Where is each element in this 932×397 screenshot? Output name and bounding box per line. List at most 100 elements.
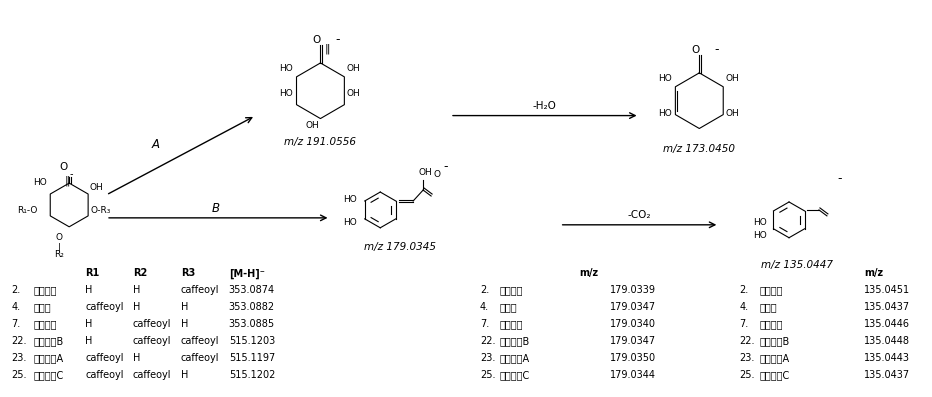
Text: 2.: 2. — [480, 285, 489, 295]
Text: 2.: 2. — [11, 285, 21, 295]
Text: m/z 179.0345: m/z 179.0345 — [364, 242, 436, 252]
Text: HO: HO — [753, 231, 767, 240]
Text: R₂: R₂ — [54, 250, 64, 258]
Text: 25.: 25. — [480, 370, 496, 380]
Text: 异绻原酸A: 异绻原酸A — [760, 353, 789, 363]
Text: caffeoyl: caffeoyl — [85, 302, 124, 312]
Text: 陰绻原酸: 陰绻原酸 — [500, 319, 524, 329]
Text: m/z: m/z — [580, 268, 598, 278]
Text: 179.0344: 179.0344 — [610, 370, 655, 380]
Text: H: H — [85, 285, 92, 295]
Text: -: - — [336, 33, 340, 46]
Text: 异绻原酸C: 异绻原酸C — [34, 370, 63, 380]
Text: A: A — [152, 138, 160, 151]
Text: HO: HO — [753, 218, 767, 227]
Text: O: O — [433, 170, 440, 179]
Text: HO: HO — [344, 218, 357, 227]
Text: caffeoyl: caffeoyl — [133, 370, 171, 380]
Text: 异绻原酸B: 异绻原酸B — [500, 336, 530, 346]
Text: OH: OH — [306, 121, 320, 131]
Text: B: B — [212, 202, 220, 215]
Text: m/z 173.0450: m/z 173.0450 — [664, 145, 735, 154]
Text: 异绻原酸B: 异绻原酸B — [34, 336, 63, 346]
Text: 22.: 22. — [11, 336, 27, 346]
Text: 179.0340: 179.0340 — [610, 319, 655, 329]
Text: OH: OH — [418, 168, 432, 177]
Text: 515.1202: 515.1202 — [228, 370, 275, 380]
Text: caffeoyl: caffeoyl — [133, 336, 171, 346]
Text: 新绻原酸: 新绻原酸 — [760, 285, 783, 295]
Text: 异绻原酸B: 异绻原酸B — [760, 336, 789, 346]
Text: caffeoyl: caffeoyl — [181, 285, 219, 295]
Text: H: H — [181, 302, 188, 312]
Text: O: O — [312, 35, 321, 45]
Text: 7.: 7. — [11, 319, 21, 329]
Text: 179.0339: 179.0339 — [610, 285, 655, 295]
Text: -: - — [69, 169, 73, 179]
Text: 4.: 4. — [11, 302, 21, 312]
Text: -H₂O: -H₂O — [533, 100, 556, 111]
Text: HO: HO — [344, 195, 357, 204]
Text: -: - — [837, 172, 842, 185]
Text: 绻原酸: 绻原酸 — [760, 302, 776, 312]
Text: 135.0448: 135.0448 — [864, 336, 910, 346]
Text: 25.: 25. — [739, 370, 755, 380]
Text: 179.0347: 179.0347 — [610, 336, 656, 346]
Text: O: O — [56, 233, 62, 242]
Text: HO: HO — [279, 64, 293, 73]
Text: R2: R2 — [133, 268, 147, 278]
Text: O: O — [59, 162, 67, 172]
Text: 22.: 22. — [739, 336, 755, 346]
Text: |: | — [58, 243, 61, 252]
Text: 23.: 23. — [739, 353, 755, 363]
Text: 353.0882: 353.0882 — [228, 302, 275, 312]
Text: R3: R3 — [181, 268, 195, 278]
Text: m/z 135.0447: m/z 135.0447 — [761, 260, 833, 270]
Text: HO: HO — [658, 109, 671, 118]
Text: 4.: 4. — [739, 302, 748, 312]
Text: caffeoyl: caffeoyl — [85, 353, 124, 363]
Text: 新绻原酸: 新绻原酸 — [500, 285, 524, 295]
Text: 异绻原酸A: 异绻原酸A — [34, 353, 63, 363]
Text: 23.: 23. — [480, 353, 495, 363]
Text: 异绻原酸C: 异绻原酸C — [500, 370, 530, 380]
Text: 353.0874: 353.0874 — [228, 285, 275, 295]
Text: 陰绻原酸: 陰绻原酸 — [760, 319, 783, 329]
Text: OH: OH — [89, 183, 103, 192]
Text: 135.0446: 135.0446 — [864, 319, 910, 329]
Text: 135.0451: 135.0451 — [864, 285, 910, 295]
Text: 新绻原酸: 新绻原酸 — [34, 285, 57, 295]
Text: 179.0347: 179.0347 — [610, 302, 656, 312]
Text: 179.0350: 179.0350 — [610, 353, 656, 363]
Text: 135.0443: 135.0443 — [864, 353, 910, 363]
Text: m/z: m/z — [864, 268, 883, 278]
Text: 22.: 22. — [480, 336, 496, 346]
Text: 2.: 2. — [739, 285, 748, 295]
Text: 绻原酸: 绻原酸 — [34, 302, 51, 312]
Text: OH: OH — [347, 64, 360, 73]
Text: OH: OH — [347, 89, 360, 98]
Text: H: H — [133, 353, 141, 363]
Text: -: - — [443, 160, 447, 173]
Text: caffeoyl: caffeoyl — [181, 336, 219, 346]
Text: R1: R1 — [85, 268, 100, 278]
Text: 135.0437: 135.0437 — [864, 302, 910, 312]
Text: HO: HO — [279, 89, 293, 98]
Text: caffeoyl: caffeoyl — [133, 319, 171, 329]
Text: O-R₃: O-R₃ — [90, 206, 111, 215]
Text: 515.1203: 515.1203 — [228, 336, 275, 346]
Text: H: H — [181, 370, 188, 380]
Text: 4.: 4. — [480, 302, 489, 312]
Text: OH: OH — [725, 74, 739, 83]
Text: 25.: 25. — [11, 370, 27, 380]
Text: m/z 191.0556: m/z 191.0556 — [284, 137, 356, 147]
Text: -: - — [714, 43, 719, 56]
Text: [M-H]⁻: [M-H]⁻ — [228, 268, 265, 279]
Text: 7.: 7. — [480, 319, 489, 329]
Text: -CO₂: -CO₂ — [628, 210, 651, 220]
Text: 陰绻原酸: 陰绻原酸 — [34, 319, 57, 329]
Text: H: H — [133, 285, 141, 295]
Text: HO: HO — [658, 74, 671, 83]
Text: caffeoyl: caffeoyl — [85, 370, 124, 380]
Text: R₁-O: R₁-O — [17, 206, 37, 215]
